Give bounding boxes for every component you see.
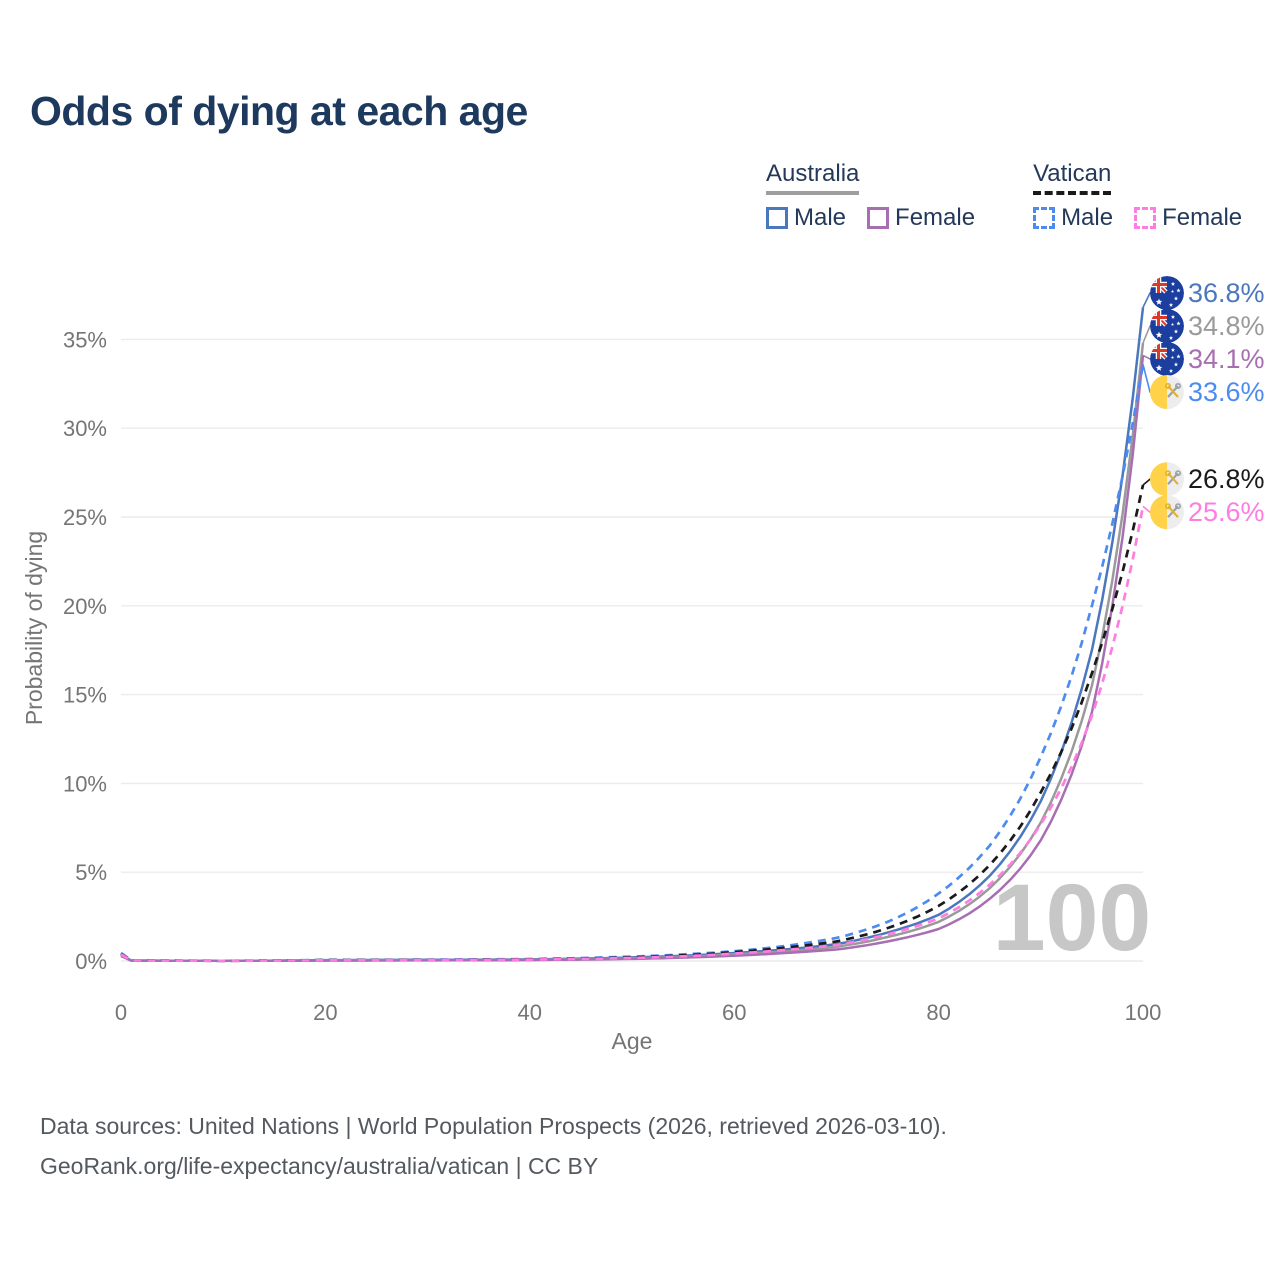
australia-flag-icon (1150, 309, 1184, 344)
y-tick-label: 15% (63, 683, 107, 708)
page-title: Odds of dying at each age (30, 88, 528, 134)
australia-female-swatch-icon (867, 207, 890, 229)
flag-star (1173, 296, 1179, 301)
x-axis-title: Age (612, 1028, 653, 1054)
end-label-vatican-total: 26.8% (1188, 464, 1265, 494)
flag-star (1155, 364, 1163, 371)
legend-country-australia: Australia (766, 160, 860, 195)
end-label-vatican-female: 25.6% (1188, 497, 1265, 527)
flag-star (1176, 354, 1181, 359)
flag-star (1170, 322, 1175, 326)
vatican-flag-icon (1150, 462, 1184, 497)
footer-attribution: Data sources: United Nations | World Pop… (40, 1106, 947, 1186)
series-line-vatican-male (120, 364, 1145, 963)
y-axis-title: Probability of dying (21, 531, 47, 725)
series-line-australia-male (120, 307, 1145, 963)
legend-item-australia-male[interactable]: Male (766, 204, 846, 232)
footer-data-sources: Data sources: United Nations | World Pop… (40, 1113, 947, 1139)
end-label-australia-female: 34.1% (1188, 344, 1265, 374)
legend-country-vatican: Vatican (1033, 160, 1112, 195)
y-tick-label: 10% (63, 771, 107, 796)
series-line-australia-total (120, 342, 1145, 963)
flag-star (1176, 321, 1181, 326)
end-label-australia-total: 34.8% (1188, 311, 1265, 341)
x-tick-label: 80 (926, 1000, 950, 1025)
end-label-australia-male: 36.8% (1188, 278, 1265, 308)
legend-label: Male (1061, 204, 1114, 231)
flag-star (1170, 289, 1175, 293)
end-label-vatican-male: 33.6% (1188, 377, 1265, 407)
flag-star (1168, 302, 1174, 307)
x-tick-label: 60 (722, 1000, 746, 1025)
australia-male-swatch-icon (766, 207, 788, 229)
vatican-female-swatch-icon (1134, 207, 1157, 229)
vatican-flag-icon (1150, 495, 1184, 530)
x-tick-label: 20 (313, 1000, 337, 1025)
legend-group-australia: Australia Male Female (766, 160, 975, 232)
australia-flag-icon (1150, 342, 1184, 377)
series-line-vatican-female (120, 506, 1145, 963)
flag-star (1170, 355, 1175, 359)
legend: Australia Male Female Vatican Male (766, 160, 1242, 232)
vatican-flag-icon (1150, 375, 1184, 410)
y-tick-label: 5% (75, 860, 107, 885)
watermark: 100 (993, 865, 1152, 971)
legend-item-vatican-female[interactable]: Female (1134, 204, 1242, 232)
x-tick-label: 0 (115, 1000, 127, 1025)
legend-label: Male (794, 204, 847, 231)
flag-star (1176, 288, 1181, 293)
legend-label: Female (1162, 204, 1243, 231)
australia-flag-icon (1150, 276, 1184, 311)
y-tick-label: 30% (63, 416, 107, 441)
legend-group-vatican: Vatican Male Female (1033, 160, 1242, 232)
flag-star (1173, 329, 1179, 334)
y-tick-label: 0% (75, 949, 107, 974)
flag-star (1168, 368, 1174, 373)
legend-label: Female (895, 204, 976, 231)
flag-star (1170, 281, 1176, 286)
y-tick-label: 20% (63, 594, 107, 619)
footer-url: GeoRank.org/life-expectancy/australia/va… (40, 1153, 599, 1179)
flag-star (1170, 347, 1176, 352)
legend-item-australia-female[interactable]: Female (867, 204, 975, 232)
legend-item-vatican-male[interactable]: Male (1033, 204, 1113, 232)
series-line-australia-female (120, 355, 1145, 963)
y-tick-label: 25% (63, 505, 107, 530)
x-tick-label: 40 (518, 1000, 542, 1025)
flag-star (1155, 331, 1163, 338)
flag-star (1170, 314, 1176, 319)
x-tick-label: 100 (1125, 1000, 1162, 1025)
flag-star (1155, 298, 1163, 305)
flag-star (1173, 362, 1179, 367)
flag-star (1168, 335, 1174, 340)
y-tick-label: 35% (63, 327, 107, 352)
vatican-male-swatch-icon (1033, 207, 1056, 229)
